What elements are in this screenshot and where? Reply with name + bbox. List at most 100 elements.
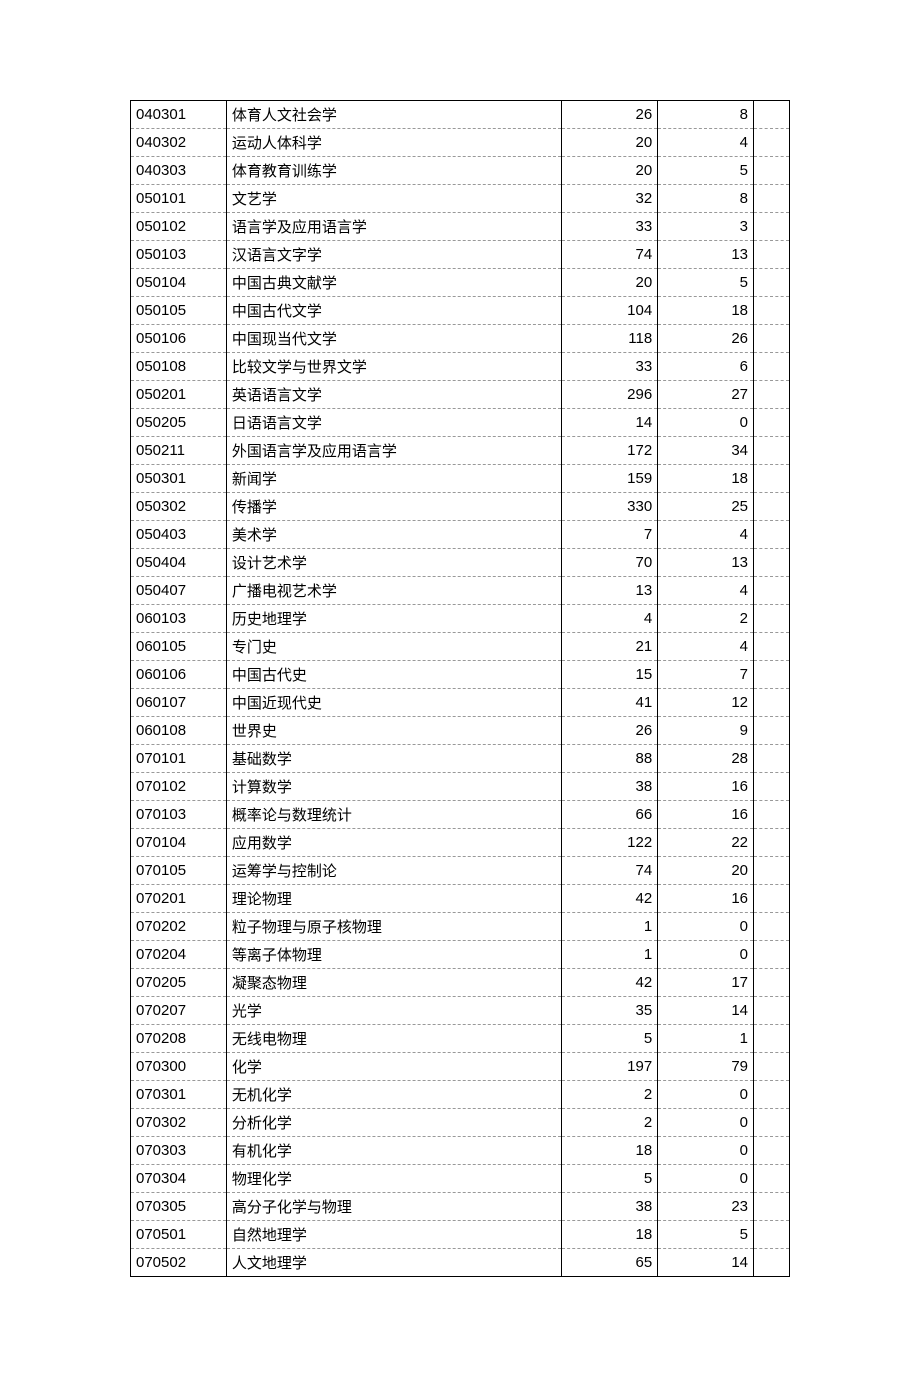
cell-val2: 4 — [658, 129, 754, 157]
cell-val1: 1 — [562, 941, 658, 969]
cell-val2: 4 — [658, 633, 754, 661]
cell-val2: 5 — [658, 1221, 754, 1249]
cell-blank — [754, 381, 790, 409]
cell-val1: 74 — [562, 857, 658, 885]
cell-val2: 14 — [658, 997, 754, 1025]
cell-val2: 16 — [658, 801, 754, 829]
cell-val2: 27 — [658, 381, 754, 409]
cell-name: 中国古代文学 — [226, 297, 561, 325]
cell-code: 050104 — [131, 269, 227, 297]
table-row: 050105中国古代文学10418 — [131, 297, 790, 325]
cell-val2: 13 — [658, 549, 754, 577]
cell-name: 自然地理学 — [226, 1221, 561, 1249]
cell-code: 050211 — [131, 437, 227, 465]
table-row: 050301新闻学15918 — [131, 465, 790, 493]
cell-val2: 79 — [658, 1053, 754, 1081]
cell-blank — [754, 689, 790, 717]
cell-code: 050201 — [131, 381, 227, 409]
cell-name: 历史地理学 — [226, 605, 561, 633]
table-row: 060105专门史214 — [131, 633, 790, 661]
cell-blank — [754, 1025, 790, 1053]
table-row: 070205凝聚态物理4217 — [131, 969, 790, 997]
cell-code: 060105 — [131, 633, 227, 661]
cell-val1: 197 — [562, 1053, 658, 1081]
cell-name: 无线电物理 — [226, 1025, 561, 1053]
cell-val1: 172 — [562, 437, 658, 465]
cell-val2: 34 — [658, 437, 754, 465]
table-row: 070202粒子物理与原子核物理10 — [131, 913, 790, 941]
cell-name: 日语语言文学 — [226, 409, 561, 437]
table-row: 060103历史地理学42 — [131, 605, 790, 633]
cell-name: 传播学 — [226, 493, 561, 521]
cell-blank — [754, 129, 790, 157]
cell-val2: 13 — [658, 241, 754, 269]
cell-val1: 33 — [562, 213, 658, 241]
cell-val2: 6 — [658, 353, 754, 381]
table-row: 070104应用数学12222 — [131, 829, 790, 857]
cell-val1: 5 — [562, 1025, 658, 1053]
cell-blank — [754, 1193, 790, 1221]
cell-val2: 18 — [658, 297, 754, 325]
cell-blank — [754, 717, 790, 745]
table-row: 040301体育人文社会学268 — [131, 101, 790, 129]
cell-code: 070101 — [131, 745, 227, 773]
cell-name: 专门史 — [226, 633, 561, 661]
cell-code: 050407 — [131, 577, 227, 605]
cell-blank — [754, 1081, 790, 1109]
cell-name: 体育教育训练学 — [226, 157, 561, 185]
cell-val1: 330 — [562, 493, 658, 521]
table-row: 070304物理化学50 — [131, 1165, 790, 1193]
cell-blank — [754, 241, 790, 269]
cell-val2: 16 — [658, 885, 754, 913]
table-row: 050201英语语言文学29627 — [131, 381, 790, 409]
table-row: 050407广播电视艺术学134 — [131, 577, 790, 605]
cell-val2: 5 — [658, 269, 754, 297]
cell-val2: 0 — [658, 1137, 754, 1165]
cell-code: 040302 — [131, 129, 227, 157]
cell-val2: 1 — [658, 1025, 754, 1053]
cell-name: 新闻学 — [226, 465, 561, 493]
cell-name: 中国现当代文学 — [226, 325, 561, 353]
cell-val2: 20 — [658, 857, 754, 885]
cell-code: 070104 — [131, 829, 227, 857]
cell-blank — [754, 521, 790, 549]
cell-code: 050302 — [131, 493, 227, 521]
cell-blank — [754, 913, 790, 941]
cell-val2: 2 — [658, 605, 754, 633]
cell-blank — [754, 213, 790, 241]
cell-code: 070204 — [131, 941, 227, 969]
cell-code: 050103 — [131, 241, 227, 269]
data-table: 040301体育人文社会学268040302运动人体科学204040303体育教… — [130, 100, 790, 1277]
cell-name: 理论物理 — [226, 885, 561, 913]
table-row: 050205日语语言文学140 — [131, 409, 790, 437]
cell-val1: 35 — [562, 997, 658, 1025]
cell-code: 050101 — [131, 185, 227, 213]
cell-val1: 88 — [562, 745, 658, 773]
cell-val2: 0 — [658, 409, 754, 437]
cell-name: 设计艺术学 — [226, 549, 561, 577]
cell-val1: 38 — [562, 773, 658, 801]
cell-val1: 41 — [562, 689, 658, 717]
cell-val1: 66 — [562, 801, 658, 829]
cell-name: 中国近现代史 — [226, 689, 561, 717]
cell-blank — [754, 157, 790, 185]
table-row: 050102语言学及应用语言学333 — [131, 213, 790, 241]
table-row: 060107中国近现代史4112 — [131, 689, 790, 717]
cell-code: 070501 — [131, 1221, 227, 1249]
cell-val1: 74 — [562, 241, 658, 269]
table-row: 040302运动人体科学204 — [131, 129, 790, 157]
table-row: 050302传播学33025 — [131, 493, 790, 521]
cell-code: 070208 — [131, 1025, 227, 1053]
cell-blank — [754, 1165, 790, 1193]
cell-name: 汉语言文字学 — [226, 241, 561, 269]
cell-name: 物理化学 — [226, 1165, 561, 1193]
cell-val2: 16 — [658, 773, 754, 801]
table-row: 070502人文地理学6514 — [131, 1249, 790, 1277]
cell-val1: 33 — [562, 353, 658, 381]
cell-val2: 26 — [658, 325, 754, 353]
cell-blank — [754, 185, 790, 213]
cell-val1: 1 — [562, 913, 658, 941]
cell-val1: 296 — [562, 381, 658, 409]
cell-val2: 17 — [658, 969, 754, 997]
cell-val1: 118 — [562, 325, 658, 353]
